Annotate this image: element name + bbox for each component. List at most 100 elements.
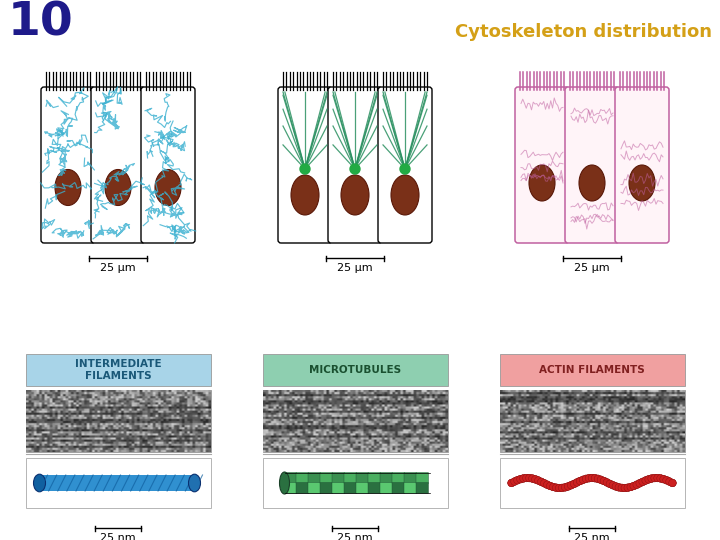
Circle shape [624, 484, 631, 491]
Circle shape [669, 479, 676, 487]
Circle shape [597, 476, 605, 484]
Circle shape [600, 477, 608, 485]
Circle shape [510, 478, 518, 485]
FancyBboxPatch shape [141, 87, 195, 243]
Circle shape [526, 474, 534, 482]
FancyBboxPatch shape [615, 87, 669, 243]
Circle shape [654, 474, 662, 482]
Circle shape [552, 484, 560, 491]
FancyBboxPatch shape [308, 483, 320, 494]
Circle shape [594, 475, 602, 483]
Circle shape [585, 475, 593, 482]
Circle shape [576, 477, 584, 485]
Circle shape [559, 484, 566, 491]
FancyBboxPatch shape [368, 472, 380, 483]
FancyBboxPatch shape [284, 483, 297, 494]
Circle shape [627, 483, 634, 491]
Circle shape [624, 484, 631, 491]
Ellipse shape [629, 165, 655, 201]
FancyBboxPatch shape [392, 483, 405, 494]
FancyBboxPatch shape [284, 472, 297, 483]
Ellipse shape [189, 474, 200, 492]
Circle shape [541, 480, 548, 487]
Circle shape [531, 476, 539, 483]
Circle shape [666, 478, 673, 485]
Circle shape [651, 474, 658, 482]
Bar [40, 475, 194, 491]
Circle shape [615, 483, 623, 491]
Circle shape [513, 476, 521, 484]
Circle shape [552, 484, 560, 491]
Circle shape [520, 475, 527, 482]
Circle shape [576, 477, 584, 485]
Text: 25 nm: 25 nm [574, 533, 610, 540]
FancyBboxPatch shape [296, 483, 308, 494]
Text: 25 nm: 25 nm [337, 533, 373, 540]
FancyBboxPatch shape [91, 87, 145, 243]
FancyBboxPatch shape [356, 472, 369, 483]
Circle shape [612, 483, 620, 490]
FancyBboxPatch shape [332, 483, 344, 494]
Circle shape [597, 476, 605, 484]
Circle shape [588, 474, 596, 482]
Ellipse shape [341, 175, 369, 215]
Circle shape [666, 478, 673, 485]
Circle shape [600, 477, 608, 485]
FancyBboxPatch shape [416, 472, 428, 483]
Circle shape [549, 483, 557, 491]
Circle shape [618, 484, 626, 491]
FancyBboxPatch shape [344, 483, 356, 494]
Ellipse shape [155, 170, 181, 206]
Circle shape [564, 483, 572, 490]
Circle shape [603, 478, 611, 486]
Bar [500, 390, 685, 452]
Circle shape [588, 474, 596, 482]
FancyBboxPatch shape [320, 483, 333, 494]
Circle shape [582, 475, 590, 483]
Bar [25, 354, 210, 386]
FancyBboxPatch shape [392, 472, 405, 483]
Text: 25 μm: 25 μm [337, 263, 373, 273]
Circle shape [648, 475, 655, 482]
Circle shape [555, 484, 563, 492]
Text: 25 μm: 25 μm [100, 263, 136, 273]
Circle shape [662, 476, 670, 484]
Circle shape [630, 482, 637, 490]
Circle shape [651, 474, 658, 482]
Circle shape [662, 476, 670, 484]
FancyBboxPatch shape [296, 472, 308, 483]
Ellipse shape [579, 165, 605, 201]
Circle shape [573, 478, 581, 486]
FancyBboxPatch shape [41, 87, 95, 243]
Circle shape [630, 482, 637, 490]
Circle shape [609, 482, 616, 489]
Circle shape [642, 477, 649, 484]
Circle shape [567, 482, 575, 489]
Circle shape [621, 484, 629, 492]
FancyBboxPatch shape [404, 483, 416, 494]
Circle shape [603, 478, 611, 486]
Circle shape [642, 477, 649, 484]
FancyBboxPatch shape [515, 87, 569, 243]
Circle shape [544, 481, 551, 489]
Circle shape [508, 479, 516, 487]
FancyBboxPatch shape [416, 483, 428, 494]
Circle shape [594, 475, 602, 483]
Bar [500, 354, 685, 386]
Circle shape [538, 478, 545, 485]
Ellipse shape [55, 170, 81, 206]
Circle shape [517, 475, 524, 483]
FancyBboxPatch shape [344, 472, 356, 483]
Circle shape [559, 484, 566, 491]
Circle shape [538, 478, 545, 485]
Circle shape [573, 478, 581, 486]
Text: 25 nm: 25 nm [100, 533, 136, 540]
Text: 3: 3 [701, 1, 712, 19]
FancyBboxPatch shape [356, 483, 369, 494]
Ellipse shape [279, 472, 289, 494]
FancyBboxPatch shape [320, 472, 333, 483]
Circle shape [627, 483, 634, 491]
Circle shape [591, 475, 599, 482]
Circle shape [528, 475, 536, 482]
Circle shape [523, 474, 530, 482]
